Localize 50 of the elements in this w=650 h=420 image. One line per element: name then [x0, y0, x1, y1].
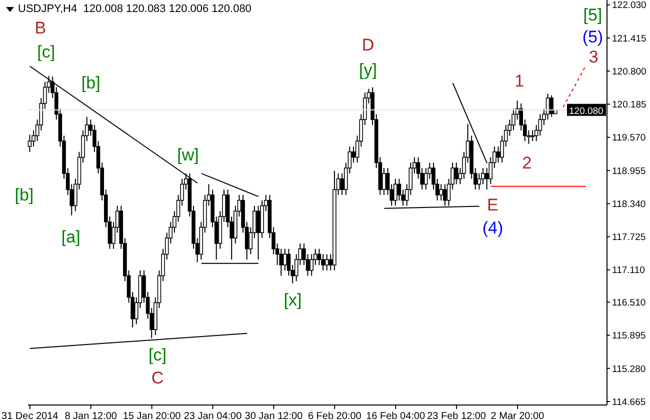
chart-title: USDJPY,H4 120.008 120.083 120.006 120.080 [18, 3, 252, 15]
y-tick-label: 120.185 [612, 100, 646, 111]
y-tick-label: 121.415 [612, 33, 646, 44]
y-tick-label: 120.800 [612, 66, 646, 78]
y-tick-label: 122.030 [612, 0, 646, 12]
annotation: [b] [81, 74, 100, 92]
candlestick [324, 254, 329, 271]
x-tick-label: 2 Mar 20:00 [490, 411, 545, 420]
candlestick [550, 94, 554, 118]
y-tick-label: 118.955 [612, 166, 646, 177]
annotation: 3 [588, 48, 598, 66]
annotation: [x] [284, 290, 302, 310]
y-tick-label: 117.725 [612, 232, 646, 244]
x-tick-label: 31 Dec 2014 [2, 411, 59, 420]
candlestick [439, 184, 444, 201]
candlestick [454, 162, 458, 185]
candlestick [256, 205, 260, 260]
ref-line-label: 120.080 [569, 106, 604, 117]
annotation: 2 [522, 154, 532, 172]
candlestick [28, 134, 32, 152]
y-tick-label: 117.110 [612, 265, 645, 276]
x-tick-label: 23 Feb 12:00 [427, 411, 486, 420]
annotation: D [362, 36, 374, 54]
annotation: B [34, 18, 46, 38]
annotation: [b] [14, 186, 34, 204]
annotation: [w] [177, 146, 199, 164]
x-tick-label: 23 Jan 04:00 [184, 411, 242, 420]
y-tick-label: 116.510 [612, 298, 646, 309]
annotation: (5) [582, 28, 604, 46]
y-tick-label: 114.665 [612, 396, 646, 408]
annotation: [a] [61, 228, 80, 246]
annotation: [c] [148, 346, 166, 364]
x-tick-label: 30 Jan 12:00 [244, 411, 304, 420]
annotation: E [487, 196, 498, 214]
y-tick-label: 118.340 [612, 198, 646, 210]
candlestick [394, 178, 398, 206]
annotation: [c] [37, 42, 56, 62]
annotation: [5] [583, 6, 602, 24]
y-tick-label: 115.280 [612, 364, 646, 375]
y-tick-label: 115.895 [612, 330, 646, 342]
x-tick-label: 8 Jan 12:00 [64, 411, 118, 420]
annotation: (4) [482, 218, 504, 238]
annotation: 1 [514, 72, 524, 90]
annotation: C [151, 368, 164, 388]
x-tick-label: 6 Feb 20:00 [308, 411, 362, 420]
x-tick-label: 15 Jan 20:00 [122, 411, 182, 420]
annotation: [y] [358, 60, 377, 80]
y-tick-label: 119.570 [612, 132, 646, 144]
candlestick [283, 248, 287, 271]
x-tick-label: 16 Feb 04:00 [366, 411, 426, 420]
